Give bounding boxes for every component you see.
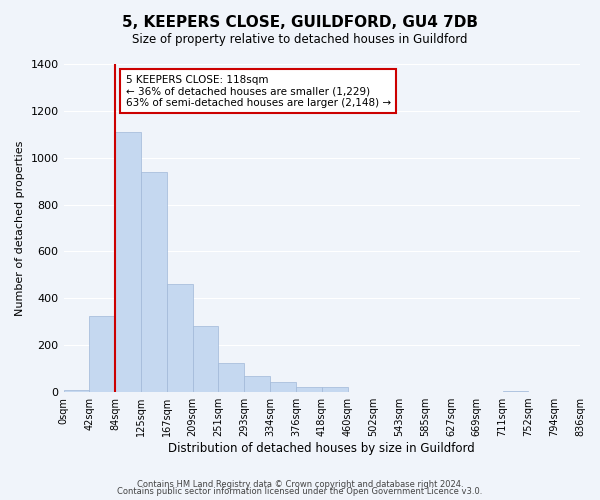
Bar <box>89 316 115 392</box>
Bar <box>64 390 89 392</box>
Bar <box>193 326 218 392</box>
Bar <box>167 284 193 392</box>
Text: 5 KEEPERS CLOSE: 118sqm
← 36% of detached houses are smaller (1,229)
63% of semi: 5 KEEPERS CLOSE: 118sqm ← 36% of detache… <box>125 74 391 108</box>
Text: Size of property relative to detached houses in Guildford: Size of property relative to detached ho… <box>132 32 468 46</box>
Bar <box>218 363 244 392</box>
Bar <box>244 376 270 392</box>
Bar <box>322 388 347 392</box>
Bar <box>270 382 296 392</box>
Text: Contains HM Land Registry data © Crown copyright and database right 2024.: Contains HM Land Registry data © Crown c… <box>137 480 463 489</box>
Text: 5, KEEPERS CLOSE, GUILDFORD, GU4 7DB: 5, KEEPERS CLOSE, GUILDFORD, GU4 7DB <box>122 15 478 30</box>
Y-axis label: Number of detached properties: Number of detached properties <box>15 140 25 316</box>
Bar <box>141 172 167 392</box>
Text: Contains public sector information licensed under the Open Government Licence v3: Contains public sector information licen… <box>118 487 482 496</box>
Bar <box>296 388 322 392</box>
Bar <box>503 391 529 392</box>
Bar <box>115 132 141 392</box>
X-axis label: Distribution of detached houses by size in Guildford: Distribution of detached houses by size … <box>169 442 475 455</box>
